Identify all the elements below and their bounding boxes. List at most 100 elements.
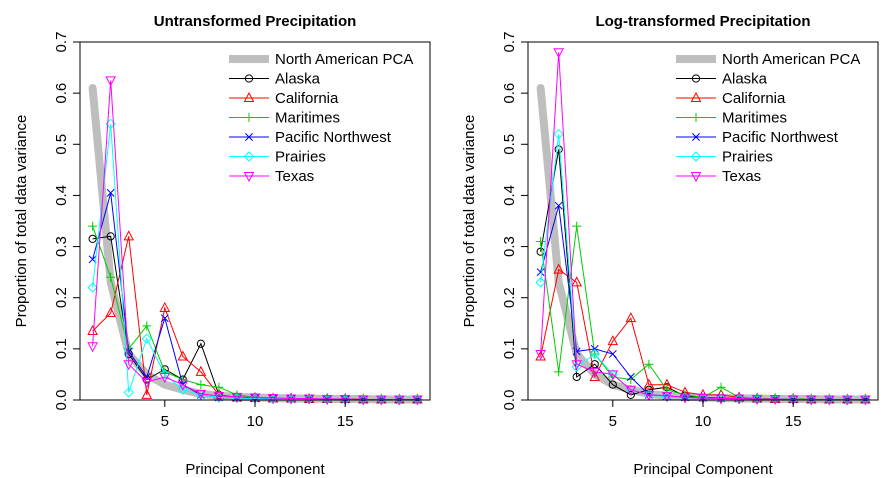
data-point <box>643 390 655 401</box>
data-point <box>105 76 117 87</box>
y-tick-label: 0.4 <box>53 185 70 206</box>
series-pacific-northwest <box>536 201 870 404</box>
chart-title: Log-transformed Precipitation <box>595 13 810 30</box>
legend-label: North American PCA <box>722 51 860 68</box>
legend-key-marker <box>245 133 253 141</box>
series-line <box>540 149 866 400</box>
data-point <box>535 349 546 361</box>
data-point <box>159 301 171 312</box>
data-point <box>697 393 709 405</box>
data-point <box>625 385 637 396</box>
data-point <box>213 388 225 399</box>
data-point <box>553 48 565 59</box>
data-point <box>626 373 635 381</box>
chart-title: Untransformed Precipitation <box>154 13 357 30</box>
data-point <box>589 370 601 381</box>
y-tick-label: 0.6 <box>53 83 70 104</box>
data-point <box>571 360 583 371</box>
legend-label: Maritimes <box>722 110 787 127</box>
series-line <box>540 268 866 400</box>
data-point <box>554 367 564 377</box>
y-tick-label: 0.5 <box>501 134 518 155</box>
legend-key-marker <box>243 91 255 102</box>
y-tick-label: 0.3 <box>501 236 518 257</box>
data-point <box>213 391 225 402</box>
data-point <box>536 236 546 246</box>
data-point <box>196 339 205 348</box>
data-point <box>643 378 655 389</box>
data-point <box>141 333 152 344</box>
legend-key-marker <box>692 133 700 141</box>
y-tick-label: 0.7 <box>501 32 518 53</box>
y-tick-label: 0.1 <box>53 338 70 359</box>
legend-key-marker <box>243 151 255 162</box>
y-axis-label: Proportion of total data variance <box>13 115 30 328</box>
data-point <box>87 324 98 335</box>
data-point <box>267 393 279 405</box>
data-point <box>87 282 98 293</box>
data-point <box>644 385 653 394</box>
data-point <box>553 263 565 274</box>
y-tick-label: 0.2 <box>53 287 70 308</box>
legend-key-marker <box>690 151 702 162</box>
y-tick-label: 0.3 <box>53 236 70 257</box>
data-point <box>214 382 224 392</box>
data-point <box>626 390 635 399</box>
y-tick-label: 0.4 <box>501 185 518 206</box>
y-tick-label: 0.0 <box>53 390 70 411</box>
data-point <box>644 359 654 369</box>
legend-label: Alaska <box>275 71 321 88</box>
data-point <box>572 221 582 231</box>
legend-label: Texas <box>275 168 314 185</box>
legend-key-marker <box>690 172 702 183</box>
data-point <box>177 380 189 391</box>
data-point <box>106 188 115 197</box>
legend-label: California <box>275 90 339 107</box>
data-point <box>607 370 619 381</box>
legend-label: Prairies <box>275 149 326 166</box>
legend: North American PCA Alaska California Mariti… <box>229 51 413 185</box>
chart-panel-log-transformed: Log-transformed Precipitation 5 10 15 0.0 0.1… <box>461 13 879 478</box>
data-point <box>123 387 134 398</box>
series-line <box>540 134 866 400</box>
x-tick-label: 15 <box>337 413 354 430</box>
data-point <box>571 276 583 287</box>
data-point <box>159 369 171 380</box>
data-point <box>625 312 637 323</box>
data-point <box>88 234 97 243</box>
series-maritimes <box>88 221 422 404</box>
y-tick-label: 0.0 <box>501 390 518 411</box>
y-tick-label: 0.2 <box>501 287 518 308</box>
y-tick-label: 0.1 <box>501 338 518 359</box>
data-point <box>177 384 189 395</box>
data-point <box>536 268 545 277</box>
legend-label: Texas <box>722 168 761 185</box>
data-point <box>589 367 601 378</box>
y-tick-label: 0.7 <box>53 32 70 53</box>
data-point <box>535 277 546 288</box>
data-point <box>607 335 619 346</box>
data-point <box>231 392 243 404</box>
data-point <box>123 230 135 241</box>
data-point <box>106 272 116 282</box>
x-axis-label: Principal Component <box>633 461 773 478</box>
data-point <box>608 350 617 358</box>
series-line <box>92 236 418 400</box>
data-point <box>553 128 564 140</box>
series-alaska <box>88 232 422 404</box>
legend-label: Prairies <box>722 149 773 166</box>
x-tick-label: 10 <box>247 413 264 430</box>
data-point <box>715 394 727 405</box>
data-point <box>160 314 169 323</box>
legend-key-marker <box>244 113 254 122</box>
data-point <box>661 391 673 402</box>
data-point <box>106 232 115 241</box>
data-point <box>249 393 261 404</box>
x-tick-label: 15 <box>785 413 802 430</box>
x-axis-label: Principal Component <box>185 461 325 478</box>
plot-frame <box>79 41 431 401</box>
data-point <box>195 389 207 400</box>
y-tick-label: 0.6 <box>501 83 518 104</box>
data-point <box>285 394 297 405</box>
